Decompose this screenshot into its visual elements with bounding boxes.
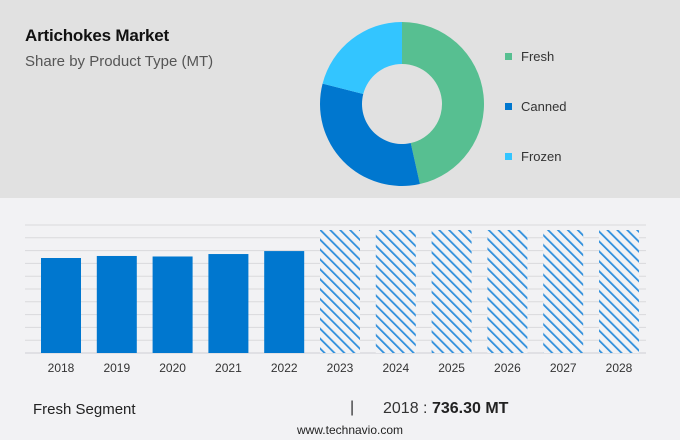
segment-year: 2018 [383, 400, 419, 417]
bar-2019 [96, 255, 137, 353]
segment-label: Fresh Segment [33, 401, 136, 418]
x-tick-label: 2018 [48, 361, 75, 375]
forecast-bar-2026 [487, 230, 528, 353]
footer-separator: | [350, 399, 355, 416]
forecast-bar-2028 [599, 230, 639, 353]
segment-value-number: 736.30 MT [431, 400, 509, 417]
bar-2021 [208, 254, 249, 353]
legend-label: Canned [521, 99, 567, 114]
legend-label: Fresh [521, 49, 555, 64]
x-tick-label: 2019 [103, 361, 130, 375]
legend-swatch-icon [505, 153, 512, 160]
x-tick-label: 2025 [438, 361, 465, 375]
value-colon: : [418, 400, 432, 417]
x-tick-label: 2021 [215, 361, 242, 375]
x-tick-label: 2020 [159, 361, 186, 375]
donut-slice-frozen [322, 22, 402, 95]
legend-swatch-icon [505, 53, 512, 60]
x-tick-label: 2024 [382, 361, 409, 375]
donut-slice-canned [320, 83, 420, 186]
bar-2022 [264, 251, 305, 353]
legend-label: Frozen [521, 149, 562, 164]
x-tick-label: 2023 [327, 361, 354, 375]
chart-subtitle: Share by Product Type (MT) [25, 53, 214, 70]
source-url: www.technavio.com [296, 423, 404, 437]
bar-2020 [152, 256, 193, 353]
forecast-bar-2027 [543, 230, 584, 353]
bar-chart: 2018 2019 2020 2021 2022 2023 2024 2025 2026 2027… [25, 224, 646, 375]
x-tick-label: 2027 [550, 361, 577, 375]
bar-2018 [41, 258, 81, 353]
x-tick-label: 2026 [494, 361, 521, 375]
segment-value: 2018 : 736.30 MT [383, 400, 508, 418]
donut-slice-fresh [402, 22, 484, 185]
chart-title: Artichokes Market [25, 26, 169, 45]
x-tick-label: 2028 [606, 361, 633, 375]
forecast-bar-2024 [375, 230, 416, 353]
legend-item-fresh: Fresh [505, 49, 554, 64]
legend-swatch-icon [505, 103, 512, 110]
legend-item-frozen: Frozen [505, 149, 561, 164]
x-tick-label: 2022 [271, 361, 298, 375]
donut-chart [320, 22, 484, 186]
forecast-bar-2025 [431, 230, 472, 353]
legend-item-canned: Canned [505, 99, 567, 114]
forecast-bar-2023 [320, 230, 360, 353]
